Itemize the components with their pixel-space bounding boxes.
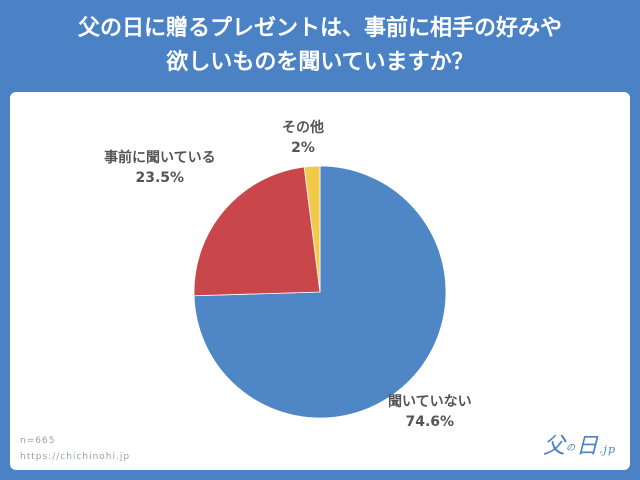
- logo-jp: .jp: [599, 443, 616, 456]
- label-not-asked: 聞いていない 74.6%: [388, 392, 472, 432]
- label-asked-in-advance-value: 23.5%: [135, 170, 185, 186]
- label-other-value: 2%: [291, 140, 315, 156]
- chart-title-line-2: 欲しいものを聞いていますか？: [166, 50, 474, 75]
- logo-day: 日: [576, 434, 600, 459]
- chart-panel: 聞いていない 74.6% 事前に聞いている 23.5% その他 2% n=665…: [10, 92, 630, 470]
- site-logo: 父の日.jp: [543, 428, 616, 460]
- pie-slice-not-asked: [193, 165, 447, 419]
- chart-title-line-1: 父の日に贈るプレゼントは、事前に相手の好みや: [77, 16, 562, 41]
- pie-slice-other: [303, 165, 321, 293]
- label-not-asked-value: 74.6%: [405, 414, 455, 430]
- sample-size: n=665: [20, 436, 56, 446]
- pie-chart: [193, 165, 447, 419]
- label-asked-in-advance: 事前に聞いている 23.5%: [104, 148, 216, 188]
- label-other: その他 2%: [282, 118, 324, 158]
- label-other-name: その他: [282, 120, 324, 136]
- pie-slice-asked-in-advance: [193, 166, 321, 297]
- source-url: https://chichinohi.jp: [20, 452, 131, 462]
- logo-no: の: [566, 443, 577, 454]
- chart-title: 父の日に贈るプレゼントは、事前に相手の好みや 欲しいものを聞いていますか？: [0, 0, 640, 92]
- label-not-asked-name: 聞いていない: [388, 394, 472, 410]
- logo-main: 父: [543, 434, 567, 459]
- label-asked-in-advance-name: 事前に聞いている: [104, 150, 216, 166]
